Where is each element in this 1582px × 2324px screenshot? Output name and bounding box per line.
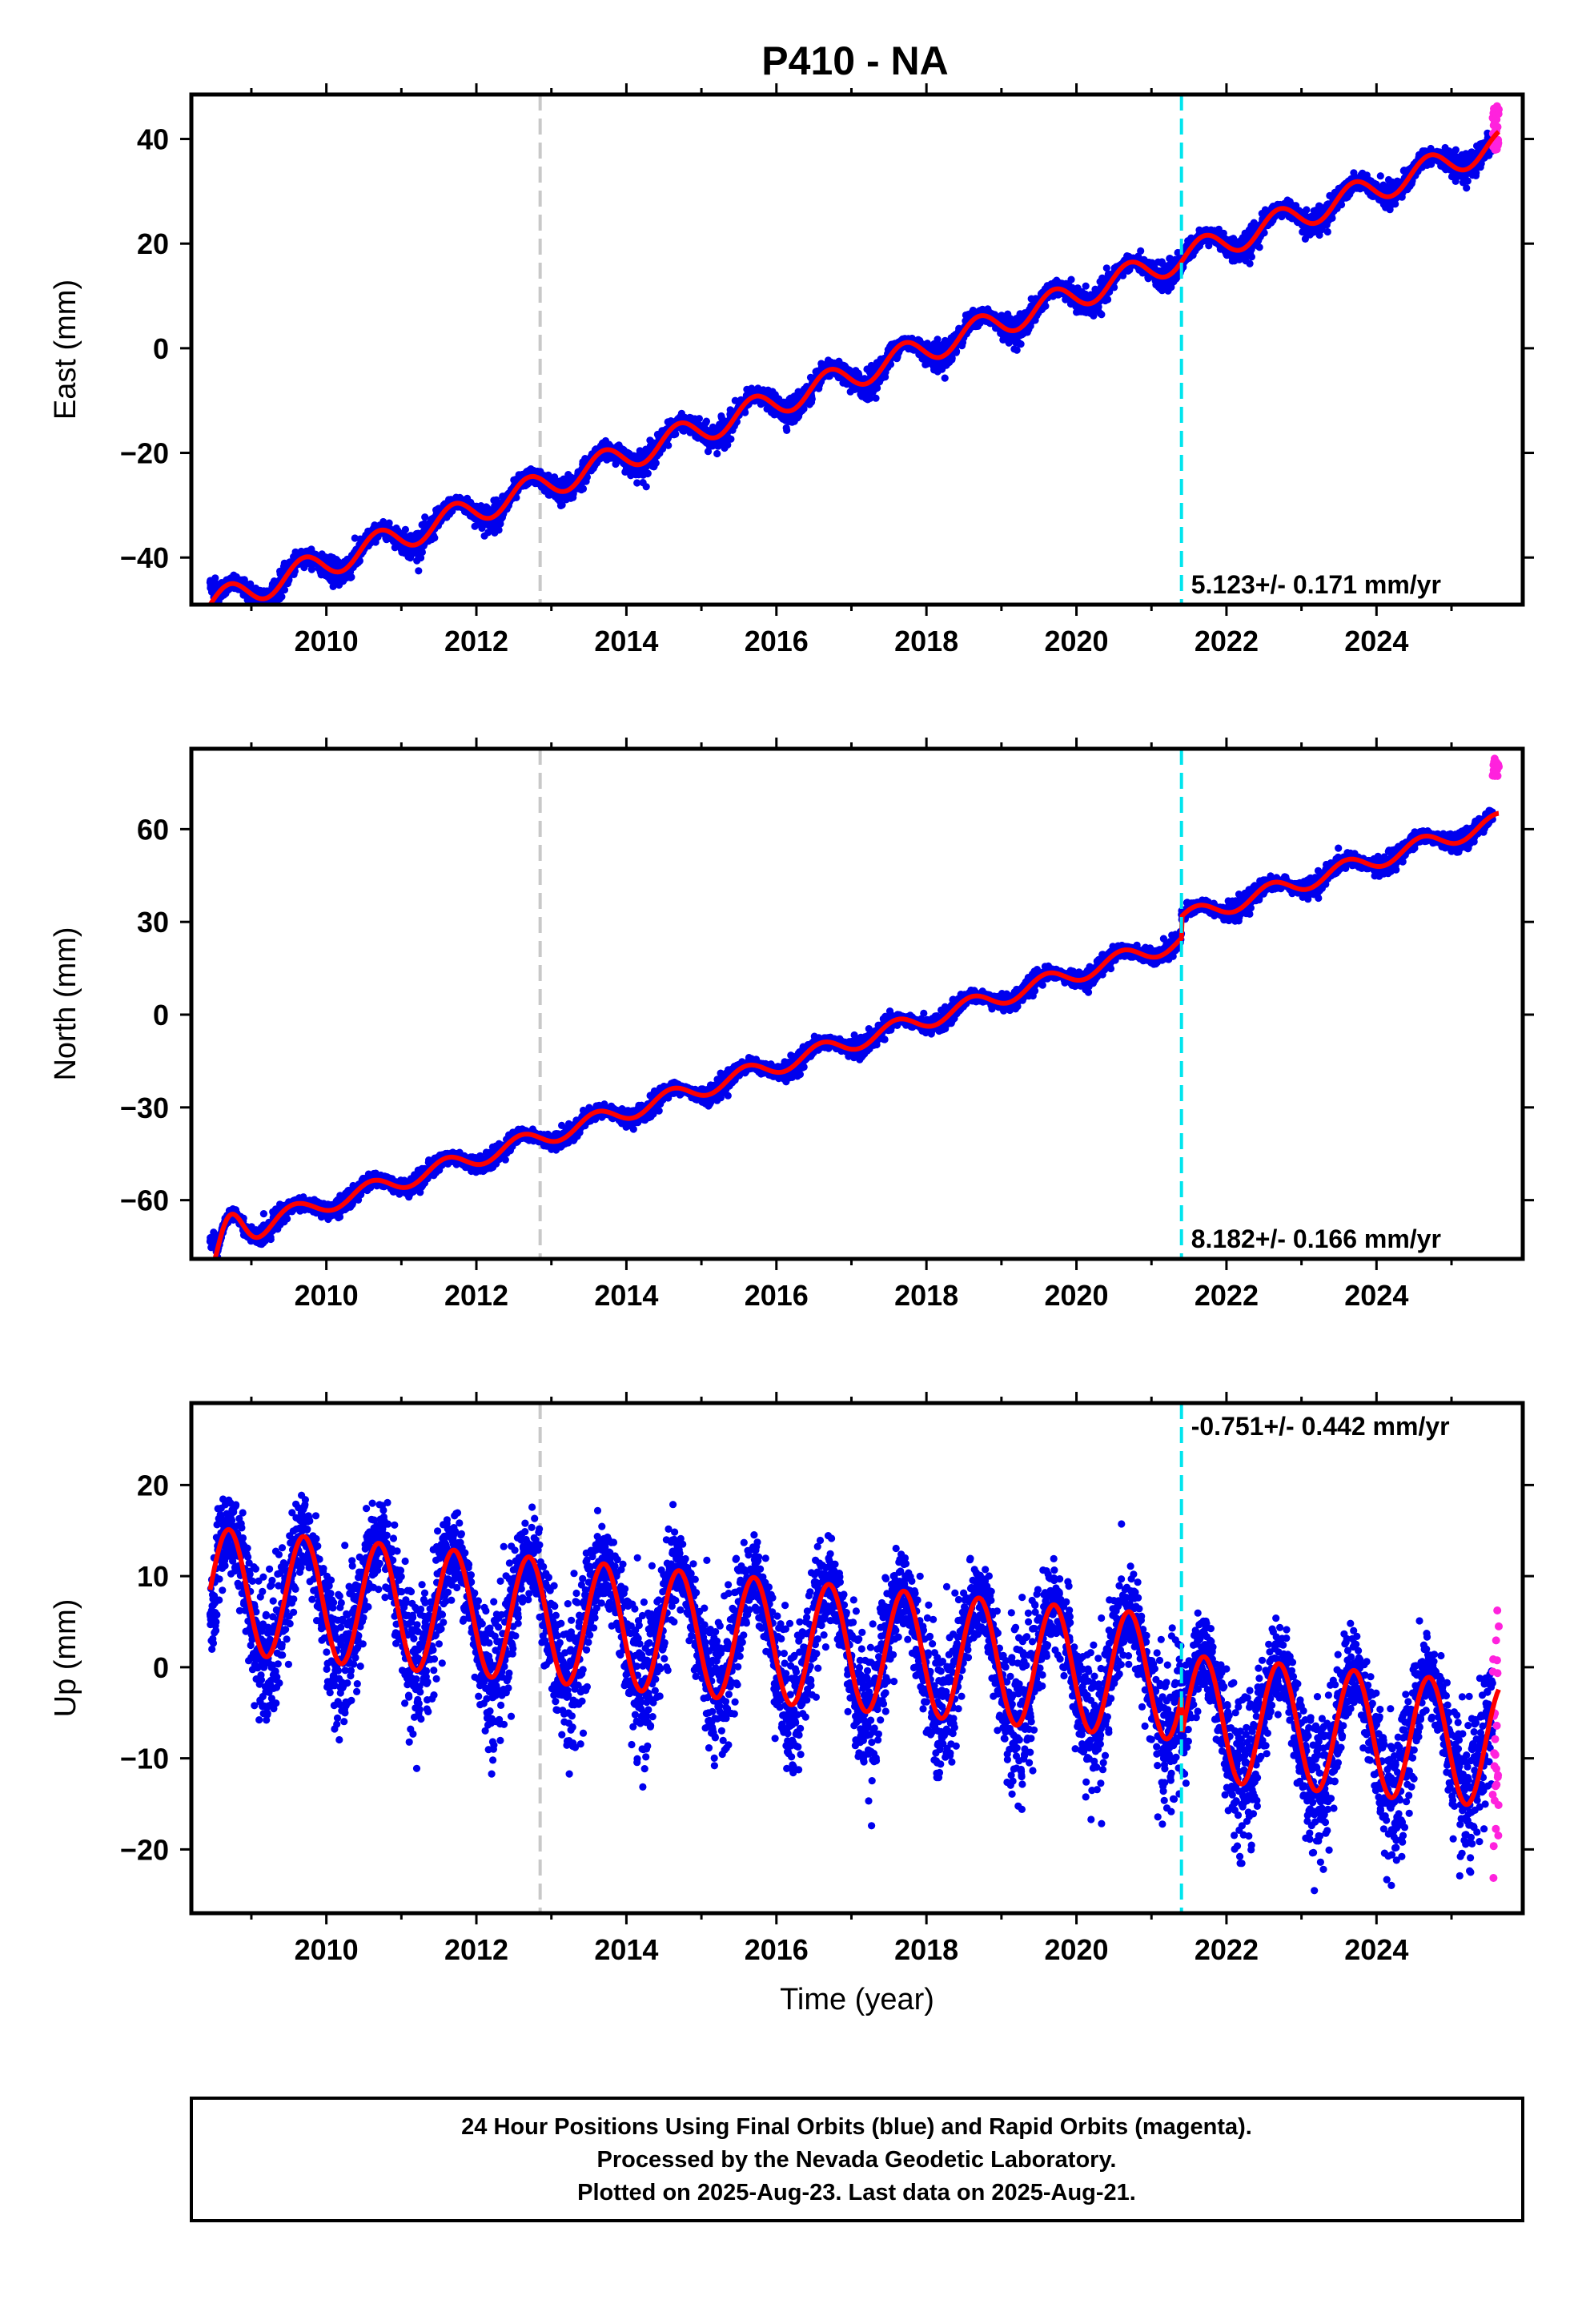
final-orbit-point	[808, 395, 816, 403]
final-orbit-point	[1042, 302, 1050, 310]
final-orbit-point	[727, 435, 735, 443]
final-orbit-point	[431, 534, 439, 542]
final-orbit-point	[211, 574, 219, 582]
final-orbit-point	[421, 513, 429, 521]
final-orbit-point	[401, 525, 409, 533]
final-orbit-point	[478, 524, 486, 533]
final-orbit-point	[1082, 282, 1090, 290]
final-orbit-point	[644, 469, 652, 477]
final-orbit-point	[272, 610, 279, 617]
final-orbit-point	[355, 557, 363, 565]
final-orbit-point	[702, 417, 711, 425]
final-orbit-point	[415, 567, 423, 575]
final-orbit-point	[642, 483, 650, 491]
final-orbit-point	[1067, 275, 1075, 283]
final-orbit-point	[1017, 340, 1025, 348]
final-orbit-point	[484, 529, 492, 537]
final-orbit-point	[266, 608, 273, 615]
final-orbit-point	[783, 426, 791, 435]
final-orbit-point	[872, 394, 880, 402]
final-orbit-point	[495, 526, 503, 534]
final-orbit-point	[695, 415, 704, 423]
final-orbit-point	[280, 585, 289, 594]
final-orbit-point	[1098, 311, 1106, 319]
final-orbit-points	[206, 129, 1496, 617]
final-orbit-point	[579, 485, 588, 493]
final-orbit-point	[385, 519, 393, 527]
final-orbit-point	[583, 473, 592, 481]
chart-title: P410 - NA	[761, 38, 948, 83]
final-orbit-point	[307, 565, 315, 573]
final-orbit-point	[713, 449, 721, 458]
final-orbit-point	[558, 501, 566, 509]
final-orbit-point	[512, 493, 520, 502]
final-orbit-point	[347, 573, 355, 581]
final-orbit-point	[665, 441, 673, 449]
final-orbit-point	[278, 593, 286, 601]
east-panel: 2010 2012 2014 2016 2018 2020 2022 2024−40−2002…	[49, 83, 1534, 657]
final-orbit-point	[417, 553, 425, 562]
final-orbit-point	[1104, 296, 1112, 304]
final-orbit-point	[672, 430, 680, 438]
plot-area	[206, 94, 1503, 617]
final-orbit-point	[652, 459, 660, 467]
final-orbit-point	[418, 548, 427, 557]
final-orbit-point	[941, 374, 949, 382]
final-orbit-point	[1013, 346, 1021, 354]
final-orbit-point	[1137, 247, 1145, 255]
final-orbit-point	[300, 564, 308, 572]
